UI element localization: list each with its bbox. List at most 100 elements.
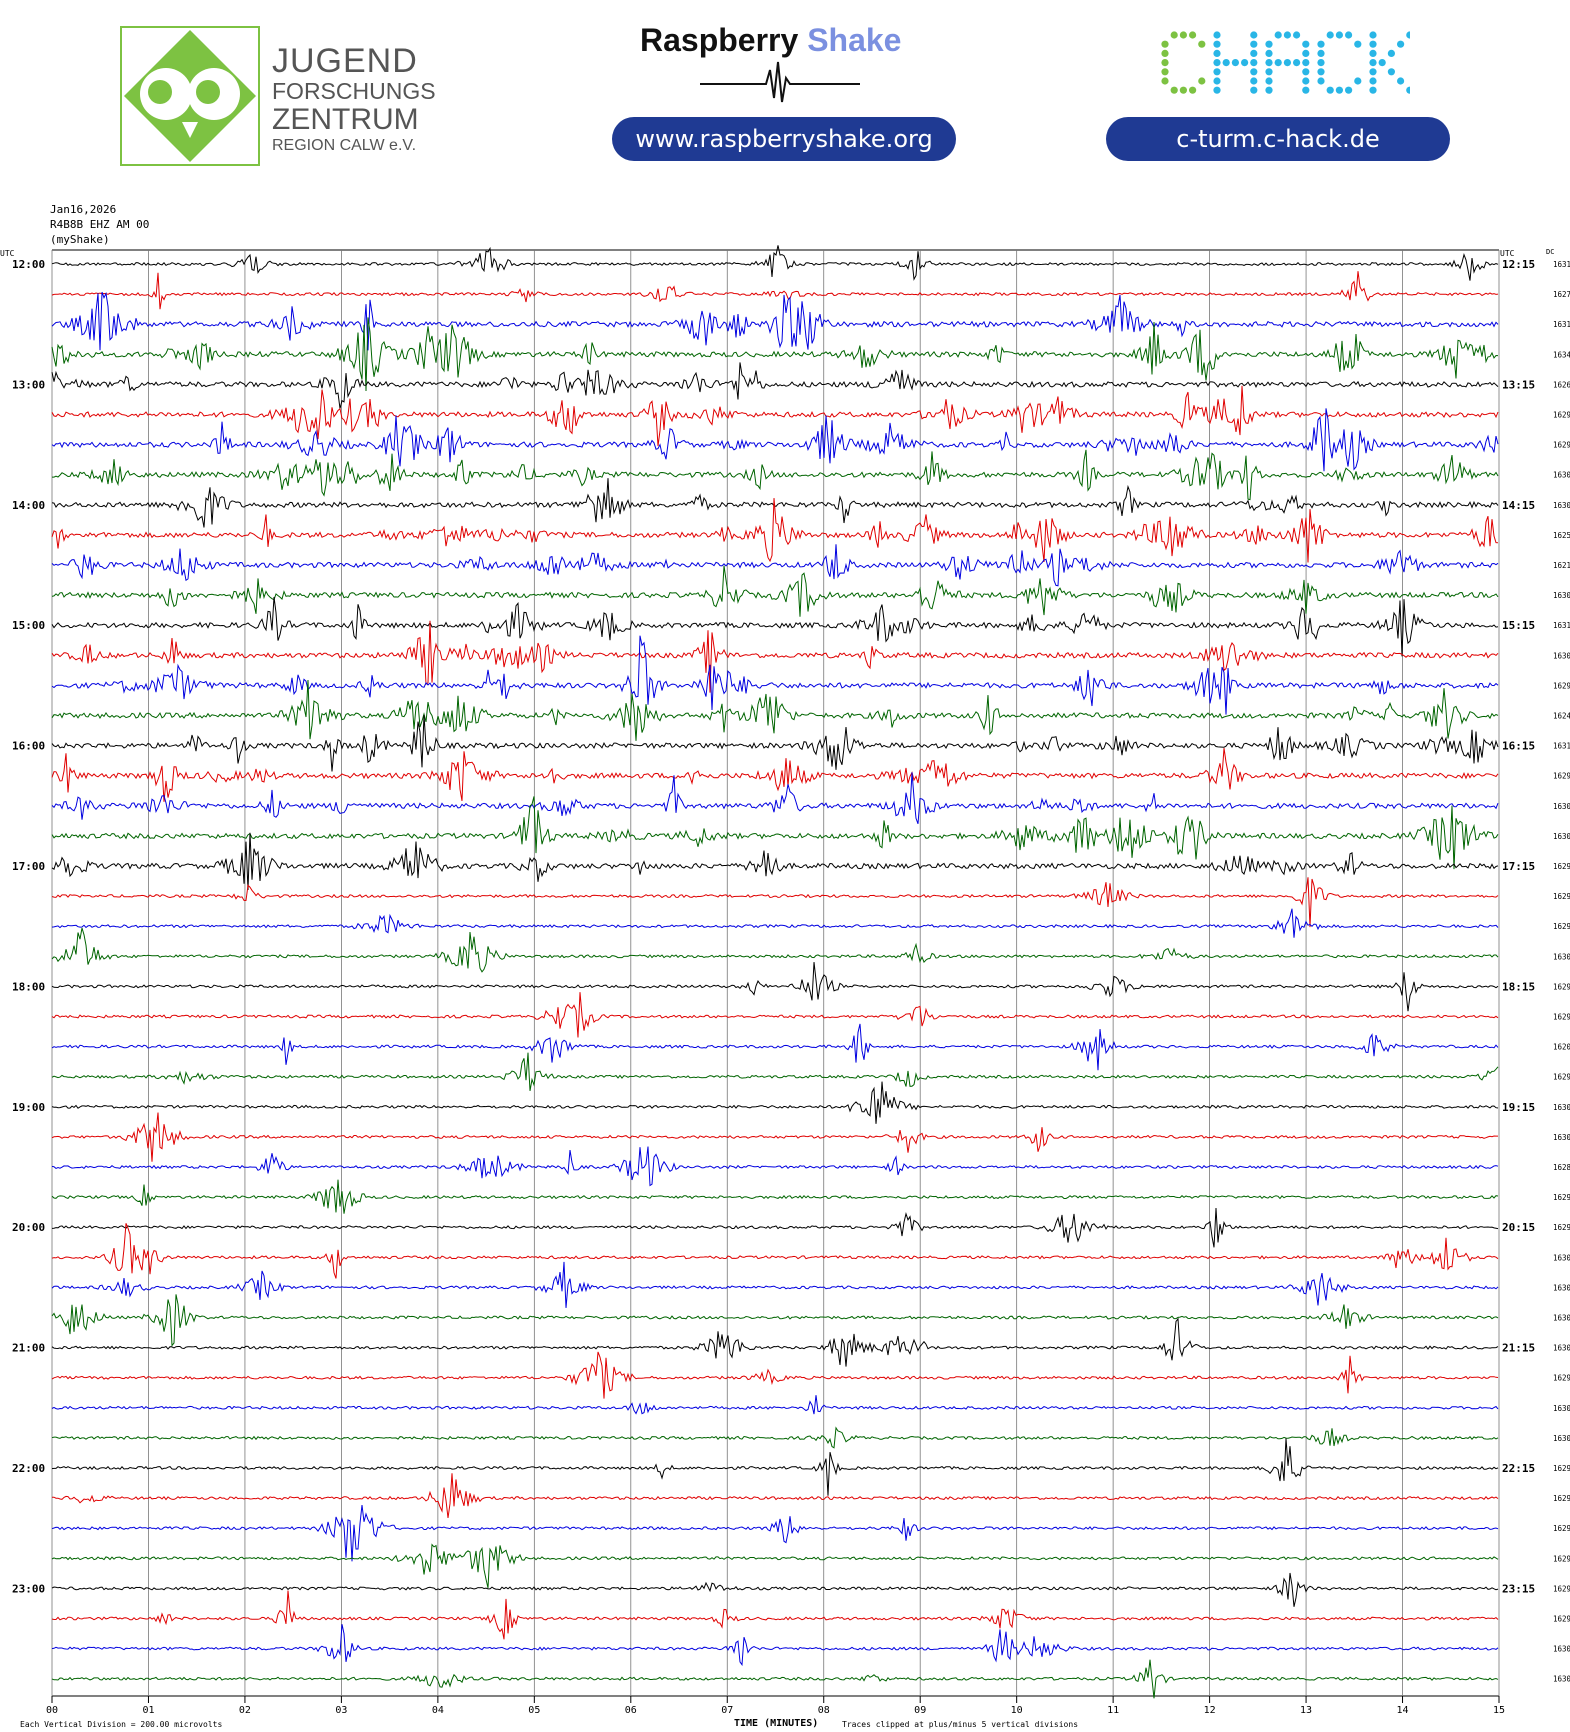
x-tick-label: 13 (1300, 1705, 1312, 1716)
seismic-trace (51, 1261, 1499, 1308)
dc-value: 16296 (1553, 411, 1570, 420)
chack-logo-dot (1406, 31, 1410, 39)
dc-value: 16299 (1553, 1524, 1570, 1533)
seismic-trace (51, 1504, 1499, 1562)
right-time-label: 17:15 (1502, 860, 1535, 873)
dc-value: 16295 (1553, 922, 1570, 931)
chack-logo-dot (1250, 86, 1258, 94)
jfz-line-1: JUGEND (272, 42, 418, 80)
dc-value: 16293 (1553, 441, 1570, 450)
chack-logo-dot (1335, 31, 1343, 39)
seismic-trace (51, 317, 1499, 392)
seismic-trace (51, 1351, 1499, 1399)
seismic-trace (51, 1572, 1499, 1607)
x-tick-label: 14 (1397, 1705, 1409, 1716)
seismic-trace (51, 1081, 1499, 1124)
right-time-label: 14:15 (1502, 499, 1535, 512)
x-tick-label: 04 (432, 1705, 444, 1716)
footer-scale-note: Each Vertical Division = 200.00 microvol… (20, 1720, 223, 1729)
seismic-trace (52, 449, 1499, 501)
chack-logo-dot (1317, 68, 1325, 76)
footer-clip-note: Traces clipped at plus/minus 5 vertical … (842, 1720, 1079, 1729)
plot-meta: Jan16,2026 R4B8B EHZ AM 00 (myShake) (50, 202, 149, 247)
seismic-trace (51, 877, 1499, 928)
dc-header: DC (1546, 248, 1555, 256)
dc-value: 16317 (1553, 621, 1570, 630)
seismic-trace (51, 291, 1499, 351)
chack-logo-dot (1161, 59, 1169, 67)
seismic-trace (51, 408, 1499, 472)
x-tick-label: 08 (818, 1705, 830, 1716)
x-tick-label: 12 (1204, 1705, 1216, 1716)
x-tick-label: 06 (625, 1705, 637, 1716)
chack-logo-dot (1250, 77, 1258, 85)
chack-logo-dot (1265, 77, 1273, 85)
rs-brand-word-2: Shake (807, 22, 902, 58)
dc-value: 16296 (1553, 1013, 1570, 1022)
seismic-trace (51, 927, 1499, 973)
right-time-label: 18:15 (1502, 980, 1535, 993)
seismic-trace (51, 565, 1499, 617)
jfz-line-4: REGION CALW e.V. (272, 137, 417, 154)
raspberry-shake-logo: Raspberry Shake (640, 22, 940, 59)
chack-logo-dot (1274, 31, 1282, 39)
chack-logo-dot (1326, 86, 1334, 94)
seismic-trace (51, 679, 1499, 741)
seismic-trace (51, 1590, 1499, 1640)
dc-value: 16304 (1553, 1314, 1570, 1323)
left-time-label: 23:00 (12, 1582, 45, 1595)
dc-value: 16244 (1553, 712, 1570, 721)
seismic-trace (51, 714, 1499, 772)
dc-value: 16300 (1553, 1344, 1570, 1353)
seismic-trace (51, 1112, 1498, 1162)
chack-logo-dot (1354, 40, 1362, 48)
chack-logo-dot (1231, 59, 1239, 67)
dc-value: 16299 (1553, 1193, 1570, 1202)
dc-value: 16294 (1553, 862, 1570, 871)
dc-value: 16343 (1553, 350, 1570, 359)
chack-logo-dot (1397, 77, 1405, 85)
seismic-trace (51, 1395, 1499, 1415)
chack-logo-dot (1213, 68, 1221, 76)
chack-logo-dot (1265, 68, 1273, 76)
chack-logo-dot (1222, 59, 1230, 67)
chack-logo-dot (1335, 86, 1343, 94)
chack-logo-dot (1250, 68, 1258, 76)
chack-logo-dot (1179, 31, 1187, 39)
chack-logo-dot (1302, 59, 1310, 67)
chack-logo-dot (1369, 31, 1377, 39)
dc-value: 16317 (1553, 260, 1570, 269)
x-tick-label: 15 (1493, 1705, 1505, 1716)
chack-logo-dot (1213, 77, 1221, 85)
right-time-label: 13:15 (1502, 378, 1535, 391)
chack-logo-dot (1213, 49, 1221, 57)
chack-logo-dot (1189, 86, 1197, 94)
chack-logo-dot (1250, 31, 1258, 39)
seismic-trace (51, 908, 1499, 938)
plot-station: R4B8B EHZ AM 00 (50, 218, 150, 231)
plot-date: Jan16,2026 (50, 203, 117, 216)
right-time-label: 22:15 (1502, 1462, 1535, 1475)
chack-logo-dot (1213, 59, 1221, 67)
chack-logo-dot (1250, 59, 1258, 67)
seismic-trace (51, 748, 1499, 802)
dc-value: 16300 (1553, 471, 1570, 480)
seismic-trace (51, 271, 1499, 310)
raspberryshake-url-link[interactable]: www.raspberryshake.org (612, 117, 956, 161)
chack-logo-dot (1265, 86, 1273, 94)
dc-value: 16295 (1553, 1584, 1570, 1593)
dc-value: 16299 (1553, 1615, 1570, 1624)
seismic-trace (51, 1052, 1499, 1091)
chack-logo-dot (1369, 86, 1377, 94)
seismic-trace (51, 635, 1499, 715)
chack-logo-dot (1213, 86, 1221, 94)
chack-url-link[interactable]: c-turm.c-hack.de (1106, 117, 1450, 161)
chack-logo-dot (1283, 59, 1291, 67)
chack-logo-dot (1397, 40, 1405, 48)
chack-logo-dot (1283, 31, 1291, 39)
dc-value: 16290 (1553, 681, 1570, 690)
seismic-trace (51, 1543, 1499, 1589)
